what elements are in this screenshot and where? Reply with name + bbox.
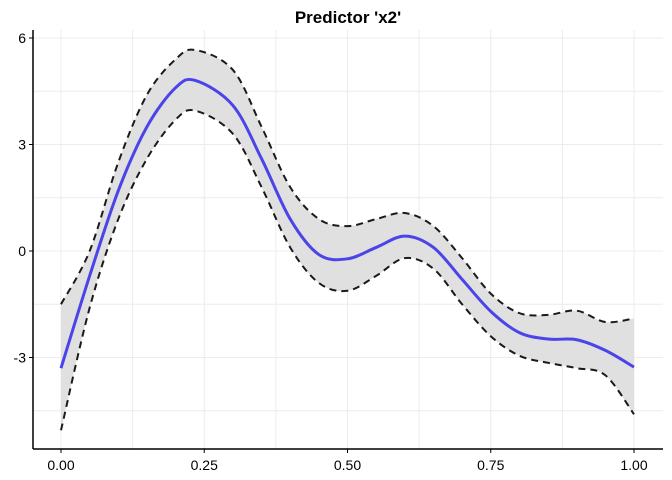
y-tick-label: -3 <box>14 350 27 366</box>
confidence-band <box>61 49 634 431</box>
chart-title: Predictor 'x2' <box>295 8 401 27</box>
x-tick-label: 0.25 <box>191 457 218 473</box>
x-tick-label: 0.75 <box>477 457 504 473</box>
x-tick-label: 1.00 <box>620 457 647 473</box>
fit-line <box>59 77 635 369</box>
y-tick-label: 3 <box>18 137 26 153</box>
upper-bound-line <box>60 48 635 324</box>
axes: 0.00 0.25 0.50 0.75 1.00 -3 0 3 6 <box>14 30 663 473</box>
y-tick-label: 0 <box>18 243 26 259</box>
x-tick-label: 0.00 <box>47 457 74 473</box>
lower-bound-line <box>60 109 635 431</box>
y-tick-label: 6 <box>18 30 26 46</box>
x-tick-label: 0.50 <box>334 457 361 473</box>
